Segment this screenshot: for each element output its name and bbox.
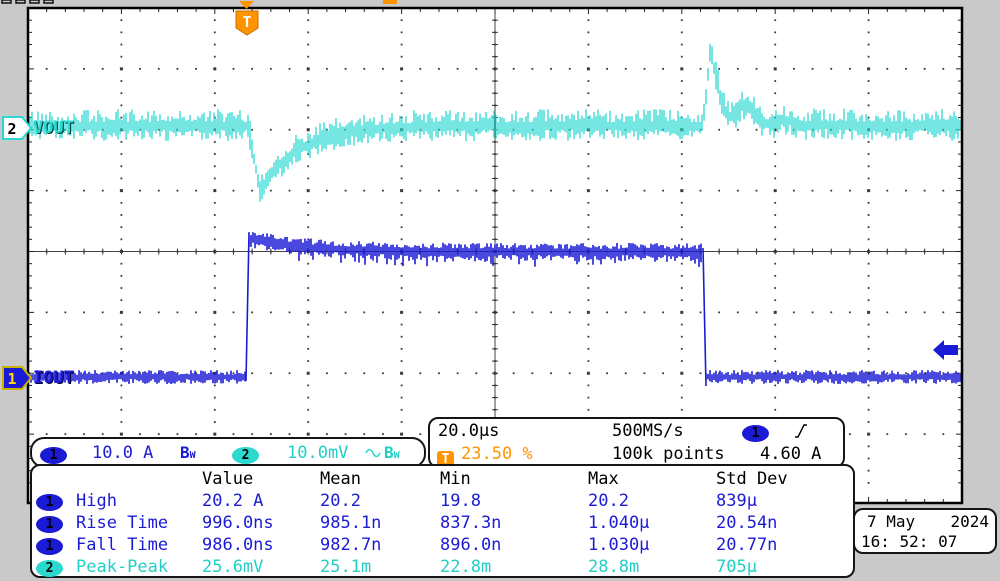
measurement-row-peak-peak[interactable]: 2 Peak-Peak 25.6mV 25.1m 22.8m 28.8m 705μ [36, 556, 851, 578]
trigger-level-readout: 4.60 A [760, 444, 822, 464]
measurement-row-rise-time[interactable]: 1 Rise Time 996.0ns 985.1n 837.3n 1.040μ 20.54… [36, 512, 851, 534]
col-header-min: Min [440, 469, 471, 489]
measurement-value: 25.6mV [202, 557, 264, 577]
col-header-stddev: Std Dev [716, 469, 788, 489]
cropped-toolbar-mark [43, 0, 54, 4]
measurement-mean: 25.1m [320, 557, 372, 577]
top-edge-marker [383, 0, 397, 4]
measurement-stddev: 839μ [716, 491, 757, 511]
measurement-row-high[interactable]: 1 High 20.2 A 20.2 19.8 20.2 839μ [36, 490, 851, 512]
measurement-name: Rise Time [76, 513, 169, 533]
trigger-level-arrow[interactable] [933, 340, 958, 360]
cropped-toolbar-mark [15, 0, 26, 4]
measurement-name: Fall Time [76, 535, 169, 555]
timebase-readout: 20.0μs [438, 421, 500, 441]
measurement-min: 19.8 [440, 491, 481, 511]
ch2-vout-trace [29, 43, 961, 202]
svg-text:1: 1 [7, 370, 16, 388]
ch2-scale: 10.0mV [287, 443, 349, 463]
measurement-name: High [76, 491, 117, 511]
col-header-max: Max [588, 469, 619, 489]
measurement-stddev: 20.77n [716, 535, 778, 555]
ch2-bandwidth-limit-icon: BW [384, 443, 400, 462]
channel-settings-readout[interactable]: 1 10.0 A BW 2 10.0mV BW [30, 437, 426, 468]
measurement-max: 20.2 [588, 491, 629, 511]
measurement-stddev: 705μ [716, 557, 757, 577]
measurement-grid: Value Mean Min Max Std Dev 1 High 20.2 A 20… [36, 468, 851, 578]
measurement-stddev: 20.54n [716, 513, 778, 533]
cropped-toolbar-mark [1, 0, 12, 4]
svg-text:2: 2 [7, 120, 16, 138]
measurement-name: Peak-Peak [76, 557, 169, 577]
ch1-badge[interactable]: 1 [40, 444, 67, 464]
measurement-header-row: Value Mean Min Max Std Dev [36, 468, 851, 490]
trigger-position-flag[interactable]: T [235, 10, 259, 36]
record-length-readout: 100k points [612, 444, 725, 464]
trigger-source-badge[interactable]: 1 [742, 422, 769, 442]
measurement-value: 986.0ns [202, 535, 274, 555]
ch1-ground-marker[interactable]: 1 [2, 366, 33, 390]
measurement-channel-badge: 1 [36, 512, 76, 534]
measurement-min: 837.3n [440, 513, 502, 533]
measurement-max: 28.8m [588, 557, 640, 577]
svg-text:T: T [242, 13, 251, 31]
ch2-trace-label: VOUT [33, 118, 74, 138]
col-header-value: Value [202, 469, 254, 489]
trigger-position-icon: T [437, 445, 454, 468]
measurement-row-fall-time[interactable]: 1 Fall Time 986.0ns 982.7n 896.0n 1.030μ 20.77… [36, 534, 851, 556]
year-label: 2024 [950, 512, 989, 531]
measurement-mean: 20.2 [320, 491, 361, 511]
time-label: 16: 52: 07 [861, 532, 958, 551]
trigger-position-arrow[interactable] [239, 1, 254, 9]
ch1-bandwidth-limit-icon: BW [180, 443, 196, 462]
measurement-mean: 982.7n [320, 535, 382, 555]
measurement-max: 1.040μ [588, 513, 650, 533]
trigger-position-readout: 23.50 % [461, 444, 533, 464]
measurement-value: 20.2 A [202, 491, 264, 511]
measurement-mean: 985.1n [320, 513, 382, 533]
measurement-channel-badge: 1 [36, 490, 76, 512]
measurement-channel-badge: 2 [36, 556, 76, 578]
ch2-ground-marker[interactable]: 2 [2, 116, 33, 140]
ch2-badge[interactable]: 2 [232, 444, 259, 464]
col-header-mean: Mean [320, 469, 361, 489]
measurement-max: 1.030μ [588, 535, 650, 555]
horizontal-trigger-readout[interactable]: 20.0μs 500MS/s 1 T 23.50 % 100k points 4… [428, 417, 845, 468]
ch1-trace-label: IOUT [33, 368, 74, 388]
measurement-min: 22.8m [440, 557, 492, 577]
measurement-channel-badge: 1 [36, 534, 76, 556]
date-label: 7 May [867, 512, 916, 531]
cropped-toolbar-mark [29, 0, 40, 4]
sample-rate-readout: 500MS/s [612, 421, 684, 441]
measurement-min: 896.0n [440, 535, 502, 555]
ch1-scale: 10.0 A [92, 443, 154, 463]
datetime-box: 7 May 2024 16: 52: 07 [853, 508, 997, 554]
measurement-table [30, 464, 855, 578]
measurement-value: 996.0ns [202, 513, 274, 533]
